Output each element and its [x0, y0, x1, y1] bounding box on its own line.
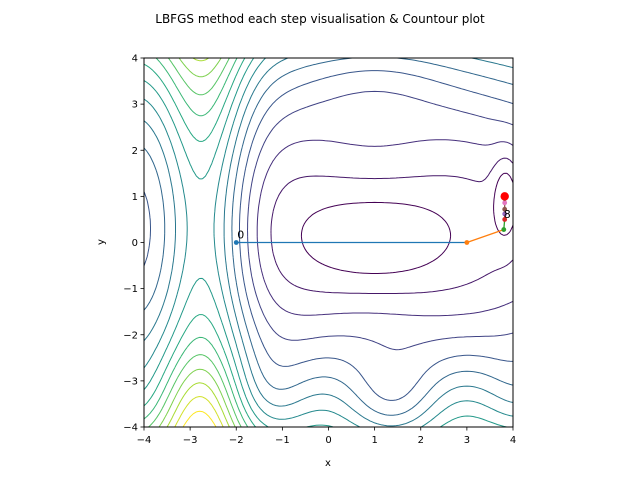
- y-axis-ticks: −4 −3 −2 −1 0 1 2 3 4: [123, 54, 144, 434]
- x-tick-label: 0: [325, 435, 331, 446]
- x-axis-ticks: −4 −3 −2 −1 0 1 2 3 4: [137, 427, 516, 446]
- contour-level-line: [247, 90, 513, 351]
- contour-level-line: [148, 58, 242, 427]
- path-point: [502, 217, 508, 222]
- path-point: [502, 206, 508, 212]
- contour-level-line: [144, 58, 257, 427]
- contour-level-line: [270, 157, 513, 294]
- x-tick-label: −1: [275, 435, 290, 446]
- x-tick-label: 2: [418, 435, 424, 446]
- y-tick-label: −2: [123, 330, 138, 341]
- y-tick-label: −4: [123, 423, 138, 434]
- y-tick-label: 2: [132, 146, 138, 157]
- contour-level-line: [182, 410, 217, 427]
- x-tick-label: 3: [464, 435, 470, 446]
- contour-level-line: [144, 58, 513, 427]
- path-point: [502, 200, 508, 206]
- path-point: [233, 240, 239, 245]
- y-tick-label: 3: [132, 100, 138, 111]
- path-point: [502, 211, 508, 217]
- x-axis-label: x: [325, 458, 331, 469]
- contour-level-line: [256, 139, 513, 317]
- plot-area: [143, 57, 514, 428]
- contour-level-line: [144, 58, 513, 427]
- contour-level-line: [174, 396, 224, 427]
- contour-lines: [144, 58, 513, 427]
- chart-title: LBFGS method each step visualisation & C…: [155, 12, 485, 26]
- y-tick-label: −3: [123, 376, 138, 387]
- path-point: [464, 240, 470, 245]
- y-tick-label: 0: [132, 238, 138, 249]
- y-tick-label: 4: [132, 54, 138, 65]
- contour-level-line: [144, 58, 513, 416]
- contour-level-line: [144, 58, 249, 427]
- x-tick-label: 1: [371, 435, 377, 446]
- optimization-path: [233, 192, 509, 245]
- y-axis-label: y: [96, 239, 107, 245]
- x-tick-label: 4: [510, 435, 516, 446]
- start-step-label: 0: [237, 229, 244, 242]
- x-tick-label: −3: [183, 435, 198, 446]
- path-segment: [466, 228, 504, 244]
- x-tick-label: −2: [229, 435, 244, 446]
- y-tick-label: −1: [123, 284, 138, 295]
- contour-level-line: [144, 70, 513, 401]
- x-tick-label: −4: [137, 435, 152, 446]
- y-tick-label: 1: [132, 192, 138, 203]
- end-step-label: 8: [504, 208, 511, 221]
- contour-level-line: [144, 58, 508, 427]
- optimum-marker: [500, 192, 509, 201]
- path-point: [501, 227, 507, 232]
